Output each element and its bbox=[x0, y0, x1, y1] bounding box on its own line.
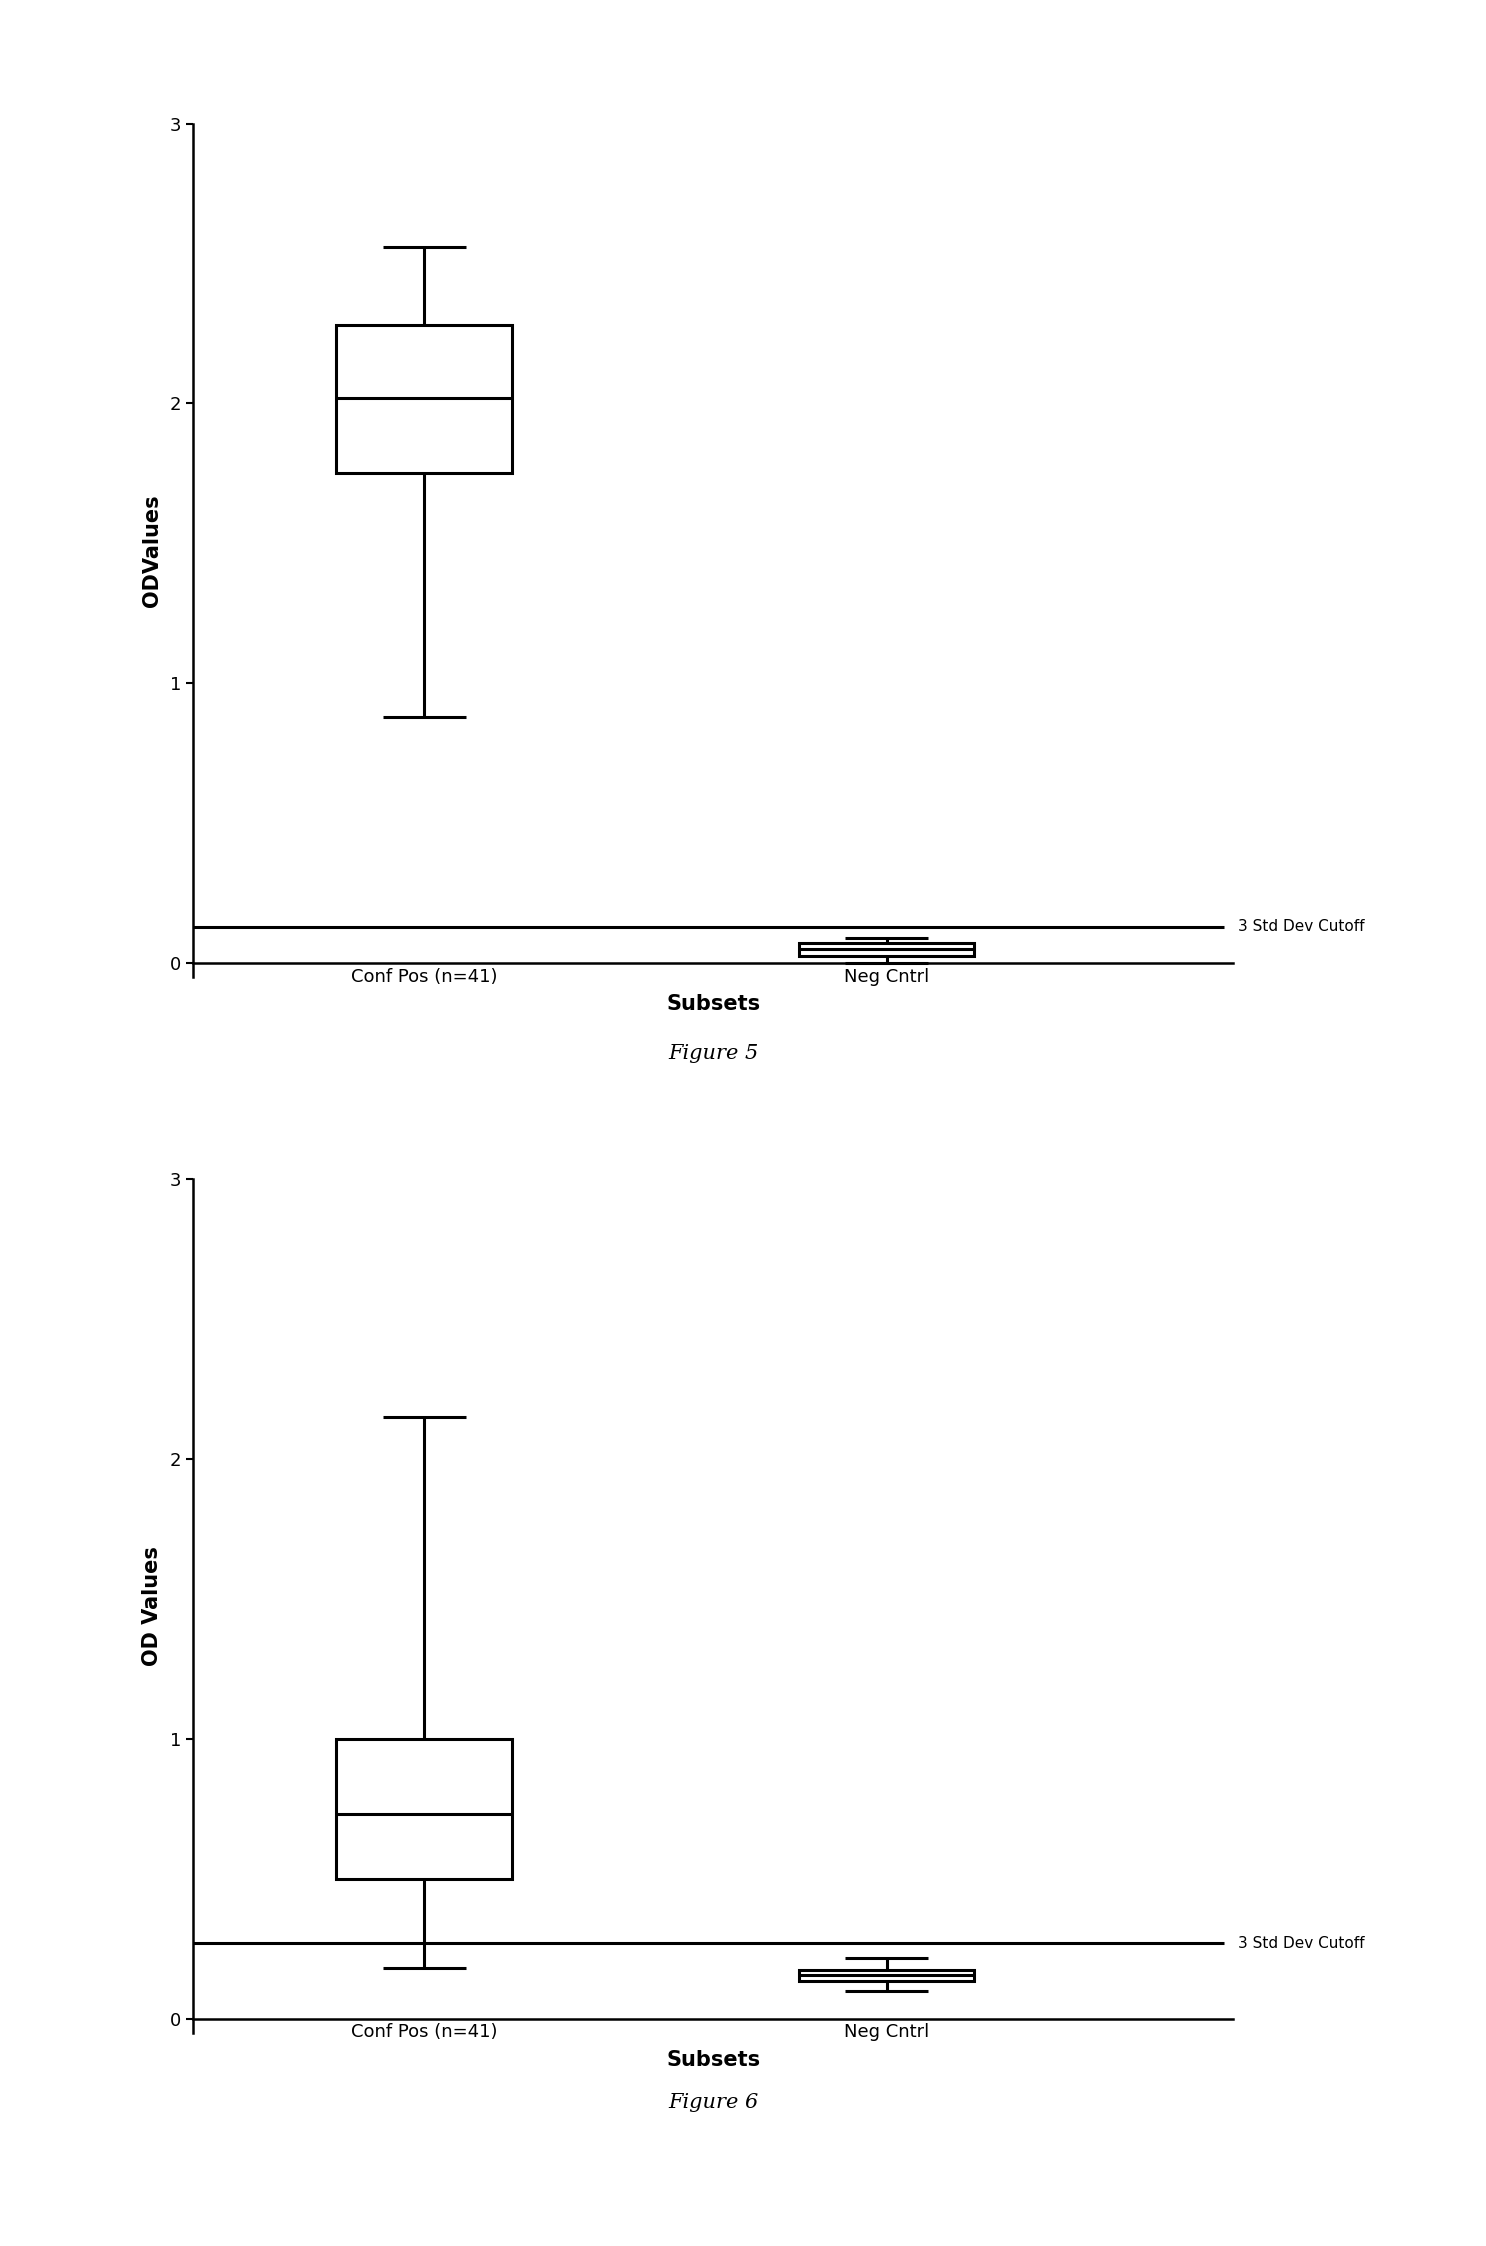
Text: Figure 5: Figure 5 bbox=[669, 1044, 758, 1062]
Bar bbox=[799, 1970, 975, 1981]
X-axis label: Subsets: Subsets bbox=[666, 2051, 761, 2071]
Y-axis label: OD Values: OD Values bbox=[141, 1545, 162, 1667]
Text: Figure 6: Figure 6 bbox=[669, 2093, 758, 2111]
Text: 3 Std Dev Cutoff: 3 Std Dev Cutoff bbox=[1238, 1936, 1364, 1950]
Text: 3 Std Dev Cutoff: 3 Std Dev Cutoff bbox=[1238, 919, 1364, 934]
Bar bbox=[799, 943, 975, 957]
Bar bbox=[336, 326, 513, 474]
X-axis label: Subsets: Subsets bbox=[666, 995, 761, 1015]
Y-axis label: ODValues: ODValues bbox=[141, 494, 162, 606]
Bar bbox=[336, 1738, 513, 1878]
